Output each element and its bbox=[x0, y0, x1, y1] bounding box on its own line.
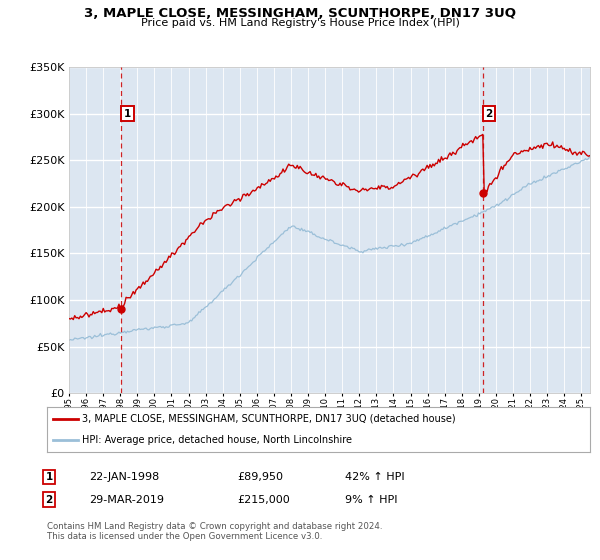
Text: £215,000: £215,000 bbox=[237, 494, 290, 505]
Text: 2: 2 bbox=[485, 109, 493, 119]
Text: 2: 2 bbox=[46, 494, 53, 505]
Text: Contains HM Land Registry data © Crown copyright and database right 2024.
This d: Contains HM Land Registry data © Crown c… bbox=[47, 522, 382, 542]
Text: 1: 1 bbox=[46, 472, 53, 482]
Text: 3, MAPLE CLOSE, MESSINGHAM, SCUNTHORPE, DN17 3UQ: 3, MAPLE CLOSE, MESSINGHAM, SCUNTHORPE, … bbox=[84, 7, 516, 20]
Text: 42% ↑ HPI: 42% ↑ HPI bbox=[345, 472, 404, 482]
Text: 1: 1 bbox=[124, 109, 131, 119]
Text: 29-MAR-2019: 29-MAR-2019 bbox=[89, 494, 164, 505]
Text: 3, MAPLE CLOSE, MESSINGHAM, SCUNTHORPE, DN17 3UQ (detached house): 3, MAPLE CLOSE, MESSINGHAM, SCUNTHORPE, … bbox=[82, 414, 456, 424]
Text: HPI: Average price, detached house, North Lincolnshire: HPI: Average price, detached house, Nort… bbox=[82, 435, 352, 445]
Text: 22-JAN-1998: 22-JAN-1998 bbox=[89, 472, 159, 482]
Text: £89,950: £89,950 bbox=[237, 472, 283, 482]
Text: Price paid vs. HM Land Registry's House Price Index (HPI): Price paid vs. HM Land Registry's House … bbox=[140, 18, 460, 29]
Text: 9% ↑ HPI: 9% ↑ HPI bbox=[345, 494, 398, 505]
